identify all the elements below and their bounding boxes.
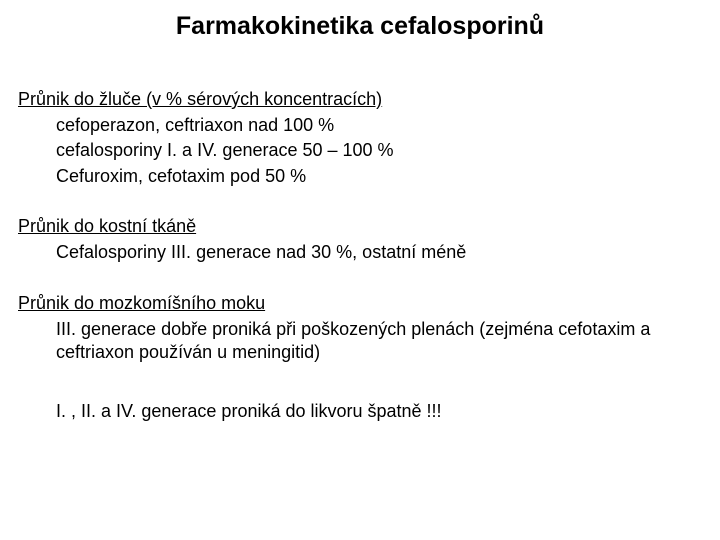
body-line: cefalosporiny I. a IV. generace 50 – 100… [56, 139, 702, 162]
body-line [56, 370, 702, 393]
section-heading: Průnik do mozkomíšního moku [18, 293, 702, 314]
body-line: Cefalosporiny III. generace nad 30 %, os… [56, 241, 702, 264]
body-line: Cefuroxim, cefotaxim pod 50 % [56, 165, 702, 188]
section-heading: Průnik do žluče (v % sérových koncentrac… [18, 89, 702, 110]
body-line: I. , II. a IV. generace proniká do likvo… [56, 400, 702, 423]
body-line: cefoperazon, ceftriaxon nad 100 % [56, 114, 702, 137]
slide-title: Farmakokinetika cefalosporinů [18, 12, 702, 41]
section-csf-penetration: Průnik do mozkomíšního moku III. generac… [18, 293, 702, 424]
section-bile-penetration: Průnik do žluče (v % sérových koncentrac… [18, 89, 702, 188]
section-bone-penetration: Průnik do kostní tkáně Cefalosporiny III… [18, 216, 702, 264]
slide: Farmakokinetika cefalosporinů Průnik do … [0, 0, 720, 540]
section-heading: Průnik do kostní tkáně [18, 216, 702, 237]
body-line: III. generace dobře proniká při poškozen… [56, 318, 702, 365]
